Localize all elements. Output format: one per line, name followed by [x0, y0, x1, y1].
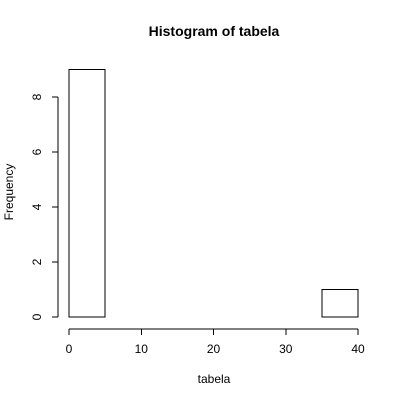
x-tick-label-2: 20 [207, 342, 221, 356]
y-tick-label-2: 4 [30, 203, 44, 210]
x-axis-label: tabela [198, 372, 231, 386]
bars-group [68, 69, 359, 318]
x-tick-label-1: 10 [135, 342, 149, 356]
y-tick-label-3: 6 [30, 148, 44, 155]
x-tick-label-3: 30 [279, 342, 293, 356]
y-axis-label: Frequency [2, 164, 16, 221]
x-tick-label-4: 40 [351, 342, 365, 356]
chart-title: Histogram of tabela [149, 23, 280, 39]
y-tick-label-0: 0 [30, 313, 44, 320]
y-tick-label-4: 8 [30, 93, 44, 100]
x-axis: 0 10 20 30 40 [66, 328, 365, 356]
histogram-bar-7 [321, 289, 359, 318]
y-tick-label-1: 2 [30, 258, 44, 265]
y-axis: 0 2 4 6 8 [30, 93, 59, 320]
histogram-bar-0 [68, 69, 106, 318]
x-tick-label-0: 0 [66, 342, 73, 356]
